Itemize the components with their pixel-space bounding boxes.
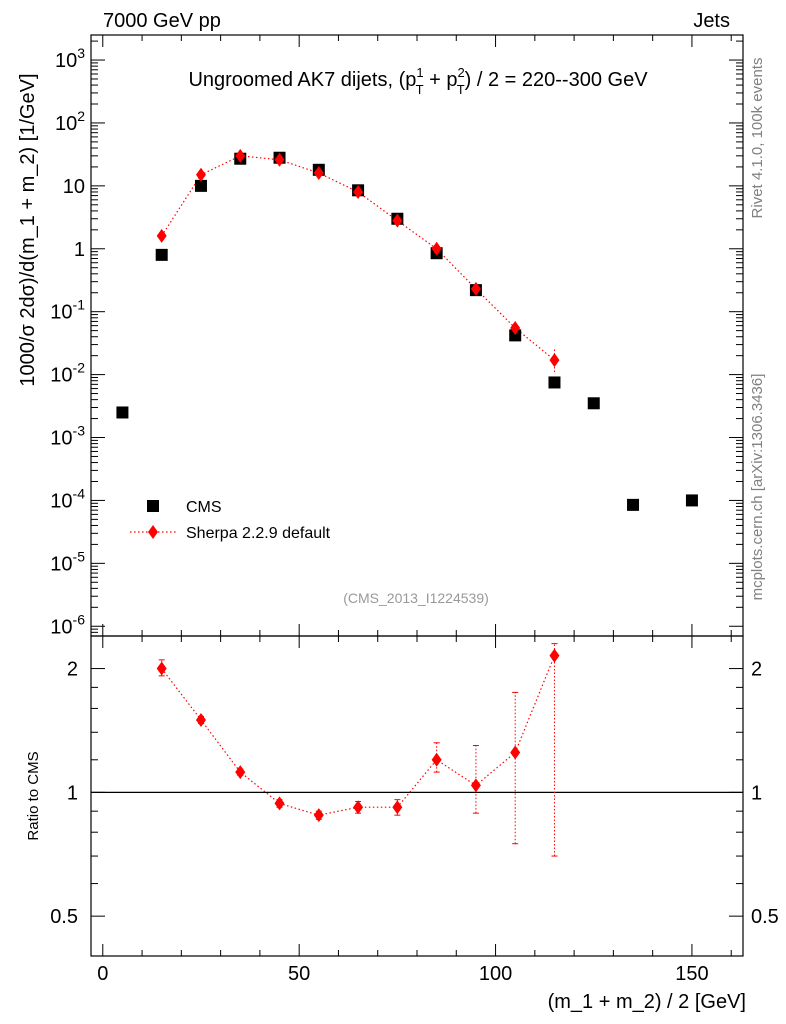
cms-data-point — [155, 248, 168, 261]
sherpa-data-point — [156, 228, 167, 243]
sherpa-data-point — [235, 148, 246, 163]
legend-label-sherpa: Sherpa 2.2.9 default — [186, 525, 331, 542]
ratio-y-tick-label: 0.5 — [50, 906, 78, 928]
ratio-y-tick-label-right: 2 — [751, 659, 762, 681]
ratio-sherpa-point — [392, 800, 403, 815]
main-y-tick-label: 1 — [74, 239, 85, 261]
ratio-y-tick-label: 1 — [67, 782, 78, 804]
main-y-tick-label: 10-5 — [50, 548, 85, 575]
main-y-tick-label: 10-3 — [50, 423, 85, 450]
ratio-y-tick-label-right: 0.5 — [751, 906, 779, 928]
sherpa-data-point — [510, 321, 521, 336]
ratio-plot-frame — [90, 635, 744, 957]
cms-data-point — [685, 494, 698, 507]
main-y-tick-label: 10 — [63, 176, 85, 198]
mcplots-label: mcplots.cern.ch [arXiv:1306.3436] — [749, 374, 766, 601]
x-axis-label: (m_1 + m_2) / 2 [GeV] — [548, 991, 746, 1013]
ratio-sherpa-point — [313, 808, 324, 823]
main-y-tick-label: 103 — [55, 45, 85, 72]
main-plot-frame — [90, 34, 744, 637]
x-tick-label: 50 — [288, 963, 310, 985]
chart-title: Ungroomed AK7 dijets, (p1 T + p2 T) / 2 = … — [188, 65, 648, 97]
main-y-tick-label: 10-6 — [50, 611, 85, 638]
ratio-y-tick-label-right: 1 — [751, 782, 762, 804]
ratio-y-axis-label: Ratio to CMS — [25, 751, 42, 840]
ratio-sherpa-point — [431, 752, 442, 767]
rivet-version-label: Rivet 4.1.0, 100k events — [749, 58, 766, 219]
cms-data-point — [548, 376, 561, 389]
sherpa-data-point — [470, 281, 481, 296]
cms-data-point — [194, 179, 207, 192]
legend: CMS Sherpa 2.2.9 default — [130, 499, 331, 542]
sherpa-data-point — [274, 152, 285, 167]
x-tick-label: 100 — [479, 963, 512, 985]
sherpa-data-point — [195, 167, 206, 182]
ratio-sherpa-point — [156, 661, 167, 676]
main-y-tick-label: 102 — [55, 108, 85, 135]
sherpa-data-point — [313, 166, 324, 181]
main-y-tick-label: 10-1 — [50, 297, 85, 324]
cms-data-point — [509, 329, 522, 342]
ratio-sherpa-point — [274, 796, 285, 811]
sherpa-data-point — [353, 184, 364, 199]
main-y-tick-label: 10-4 — [50, 485, 85, 512]
x-tick-label: 0 — [97, 963, 108, 985]
ratio-y-tick-label: 2 — [67, 659, 78, 681]
main-y-tick-label: 10-2 — [50, 360, 85, 387]
legend-marker-cms — [147, 500, 159, 512]
ratio-sherpa-line — [161, 655, 556, 816]
energy-label: 7000 GeV pp — [103, 10, 221, 32]
ratio-sherpa-point — [353, 800, 364, 815]
process-label: Jets — [693, 10, 730, 32]
sherpa-data-point — [392, 213, 403, 228]
cms-data-point — [116, 406, 129, 419]
legend-marker-sherpa — [148, 525, 158, 539]
ratio-sherpa-point — [510, 745, 521, 760]
ratio-sherpa-point — [195, 712, 206, 727]
ratio-sherpa-point — [549, 648, 560, 663]
analysis-id-label: (CMS_2013_I1224539) — [343, 590, 489, 606]
cms-data-point — [627, 498, 640, 511]
sherpa-data-point — [431, 241, 442, 256]
ratio-sherpa-point — [235, 765, 246, 780]
ratio-sherpa-point — [470, 778, 481, 793]
cms-data-point — [587, 397, 600, 410]
main-y-axis-label: 1000/σ 2dσ)/d(m_1 + m_2) [1/GeV] — [17, 73, 39, 386]
x-tick-label: 150 — [675, 963, 708, 985]
legend-label-cms: CMS — [186, 499, 222, 516]
sherpa-data-point — [549, 353, 560, 368]
